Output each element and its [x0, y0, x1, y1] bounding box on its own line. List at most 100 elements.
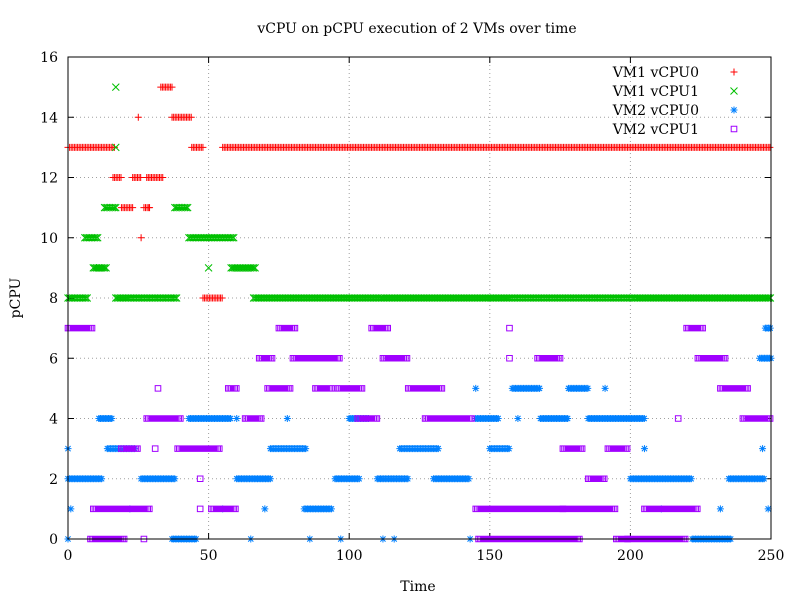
series-run-marks [404, 385, 446, 392]
data-point [601, 384, 609, 392]
series-run-marks [174, 445, 223, 452]
legend-marker [730, 87, 738, 95]
data-point [154, 385, 162, 392]
series-run-marks [717, 385, 751, 392]
data-point [204, 264, 213, 272]
series-run-marks [255, 354, 276, 362]
series-run-marks [694, 354, 729, 362]
series-run-marks [64, 475, 106, 483]
series-run-marks [368, 324, 391, 332]
series-run-marks [81, 233, 102, 242]
series-run-marks [227, 264, 259, 272]
y-tick-label: 0 [49, 532, 58, 548]
series-run-marks [185, 233, 238, 242]
series-run-marks [129, 174, 145, 181]
data-point [137, 234, 145, 242]
series-run-marks [584, 415, 648, 422]
x-tick-label: 50 [200, 548, 218, 564]
series-run-marks [264, 385, 294, 392]
x-axis-label: Time [400, 579, 435, 595]
y-tick-label: 6 [49, 351, 58, 367]
series-run-marks [584, 475, 608, 483]
y-tick-label: 8 [49, 291, 58, 307]
series-vm1-vcpu1 [64, 83, 775, 302]
x-tick-label: 150 [476, 548, 503, 564]
series-run-marks [312, 385, 335, 392]
x-tick-label: 200 [617, 548, 644, 564]
data-point [506, 354, 513, 362]
data-point [151, 445, 159, 452]
series-run-marks [100, 203, 120, 212]
series-run-marks [87, 535, 128, 543]
data-point [624, 535, 631, 543]
series-run-marks [430, 475, 473, 483]
y-tick-label: 16 [40, 50, 58, 66]
series-run-marks [331, 475, 363, 483]
data-point [640, 445, 648, 453]
series-run-marks [472, 415, 502, 422]
data-point [472, 384, 480, 392]
series-run-marks [171, 203, 192, 212]
data-point [111, 143, 120, 152]
series-run-marks [109, 174, 125, 181]
series-run-marks [275, 324, 299, 332]
series-run-marks [157, 83, 176, 91]
legend: VM1 vCPU0 VM1 vCPU1 VM2 vCPU0 VM2 vCPU1 [612, 65, 738, 138]
y-tick-label: 14 [40, 110, 58, 126]
series-run-marks [604, 445, 631, 452]
series-run-marks [219, 143, 774, 151]
series-run-marks [475, 535, 583, 543]
series-run-marks [373, 475, 412, 483]
data-point [196, 475, 204, 483]
y-tick-label: 10 [40, 231, 58, 247]
series-run-marks [354, 415, 381, 422]
series-run-marks [626, 475, 695, 483]
series-run-marks [396, 445, 442, 453]
series-run-marks [379, 354, 411, 362]
data-point [233, 415, 241, 422]
series-run-marks [95, 415, 116, 422]
data-point [261, 505, 269, 513]
series-run-marks [143, 174, 167, 181]
data-point [674, 415, 682, 422]
data-point [759, 445, 767, 453]
series-run-marks [199, 294, 226, 302]
series-run-marks [421, 415, 475, 422]
data-point [559, 505, 567, 513]
legend-marker [730, 125, 738, 133]
series-run-marks [111, 294, 181, 302]
series-run-marks [188, 143, 207, 151]
series-run-marks [472, 505, 619, 513]
data-point [196, 505, 204, 513]
series-run-marks [559, 445, 586, 452]
series-run-marks [739, 415, 774, 422]
y-tick-label: 2 [49, 472, 58, 488]
x-tick-label: 100 [336, 548, 363, 564]
series-run-marks [117, 204, 137, 212]
series-run-marks [534, 354, 564, 362]
series-run-marks [233, 475, 274, 483]
legend-label: VM1 vCPU0 [612, 65, 699, 81]
series-run-marks [761, 324, 774, 332]
data-point [283, 415, 291, 422]
series-run-marks [208, 505, 239, 513]
series-run-marks [64, 143, 118, 151]
data-point [67, 505, 75, 513]
series-run-marks [756, 354, 775, 362]
legend-label: VM1 vCPU1 [612, 84, 699, 100]
chart-title: vCPU on pCPU execution of 2 VMs over tim… [256, 21, 576, 37]
data-point [764, 505, 772, 513]
legend-marker [730, 68, 738, 76]
series-run-marks [266, 445, 310, 453]
series-run-marks [90, 505, 153, 513]
data-point [140, 535, 148, 543]
legend-label: VM2 vCPU1 [612, 122, 699, 138]
series-vm1-vcpu0 [64, 83, 774, 302]
axis-ticks: 0 50 100 150 200 250 0 2 4 6 8 10 12 14 16 [40, 50, 784, 564]
series-run-marks [118, 445, 141, 452]
plot-frame [67, 56, 772, 540]
series-run-marks [241, 415, 265, 422]
y-tick-label: 12 [40, 171, 58, 187]
legend-marker [730, 106, 738, 114]
